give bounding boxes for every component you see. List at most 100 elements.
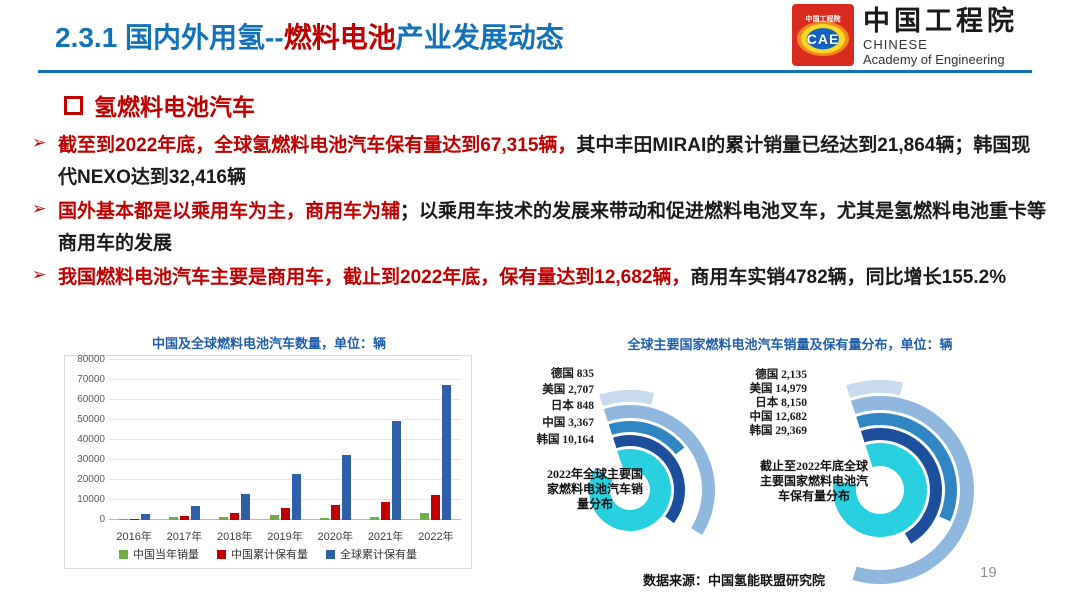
donut-chart-title: 全球主要国家燃料电池汽车销量及保有量分布，单位：辆 bbox=[627, 337, 953, 352]
donut-ring-arc-中国 bbox=[613, 434, 685, 524]
donut-caption-line: 量分布 bbox=[577, 496, 613, 511]
donut-country-label: 中国 12,682 bbox=[750, 409, 808, 423]
bullet-item: ➢ 我国燃料电池汽车主要是商用车，截止到2022年底，保有量达到12,682辆，… bbox=[32, 262, 1048, 294]
legend-swatch-icon bbox=[119, 549, 128, 559]
page-title: 2.3.1 国内外用氢--燃料电池产业发展动态 bbox=[55, 16, 564, 56]
y-axis-tick-label: 20000 bbox=[77, 474, 105, 485]
gridline bbox=[109, 439, 461, 440]
bullet-text-black: 其中丰田MIRAI的累计销量已经达到21,864辆；韩国现代NEXO达到32,4… bbox=[58, 135, 1031, 188]
bar-chart-title: 中国及全球燃料电池汽车数量，单位：辆 bbox=[151, 336, 386, 351]
donut-ring-arc-德国 bbox=[846, 379, 903, 398]
bullet-list: ➢ 截至到2022年底，全球氢燃料电池汽车保有量达到67,315辆，其中丰田MI… bbox=[32, 130, 1048, 296]
y-axis-tick-label: 80000 bbox=[77, 354, 105, 365]
donut-chart-sales: 德国 835 美国 2,707 日本 848 中国 3,367 韩国 10,164 202… bbox=[537, 366, 715, 536]
legend-label: 中国累计保有量 bbox=[231, 549, 308, 561]
gridline bbox=[109, 459, 461, 460]
data-source-note: 数据来源：中国氢能联盟研究院 bbox=[643, 573, 826, 588]
donut-caption-line: 车保有量分布 bbox=[778, 488, 850, 503]
donut-ring-arc-美国 bbox=[603, 405, 715, 536]
bar-全球累计保有量 bbox=[392, 421, 402, 520]
y-axis-tick-label: 60000 bbox=[77, 394, 105, 405]
y-axis-tick-label: 40000 bbox=[77, 434, 105, 445]
gridline bbox=[109, 359, 461, 360]
bar-chart-legend: 中国当年销量 中国累计保有量 全球累计保有量 bbox=[65, 546, 471, 562]
bar-中国累计保有量 bbox=[129, 518, 139, 520]
y-axis-tick-label: 10000 bbox=[77, 494, 105, 505]
bar-中国累计保有量 bbox=[330, 505, 340, 520]
y-axis-tick-label: 0 bbox=[99, 514, 105, 525]
page-title-part3: 产业发展动态 bbox=[395, 22, 564, 53]
bar-中国累计保有量 bbox=[280, 507, 290, 520]
donut-caption-line: 家燃料电池汽车销 bbox=[547, 481, 643, 496]
bullet-text: 国外基本都是以乘用车为主，商用车为辅；以乘用车技术的发展来带动和促进燃料电池叉车… bbox=[58, 196, 1048, 260]
cae-logo-name-en2: Academy of Engineering bbox=[863, 52, 1005, 67]
donut-ring-arc-日本 bbox=[856, 413, 957, 522]
donut-country-label: 德国 835 bbox=[550, 366, 594, 380]
arrow-bullet-icon: ➢ bbox=[32, 199, 47, 218]
legend-item: 中国累计保有量 bbox=[217, 546, 308, 562]
donut-ring-arc-德国 bbox=[599, 389, 655, 407]
cae-logo-badge-top: 中国工程院 bbox=[805, 16, 841, 23]
bar-chart-plot-area bbox=[109, 359, 461, 520]
bar-中国当年销量 bbox=[370, 516, 380, 520]
gridline bbox=[109, 379, 461, 380]
bar-全球累计保有量 bbox=[291, 474, 301, 520]
donut-ring-arc-中国 bbox=[860, 427, 943, 544]
title-underline bbox=[38, 70, 1032, 73]
page-title-part1: 2.3.1 国内外用氢-- bbox=[55, 22, 284, 53]
bullet-text-black: 商用车实销4782辆，同比增长155.2% bbox=[690, 267, 1007, 288]
x-axis-tick-label: 2021年 bbox=[367, 531, 404, 543]
bar-全球累计保有量 bbox=[442, 385, 452, 520]
x-axis-tick-label: 2022年 bbox=[418, 531, 454, 543]
donut-country-label: 美国 14,979 bbox=[750, 381, 808, 395]
bullet-text-red: 截至到2022年底，全球氢燃料电池汽车保有量达到67,315辆， bbox=[58, 135, 577, 156]
legend-item: 全球累计保有量 bbox=[326, 546, 417, 562]
x-axis-tick-label: 2017年 bbox=[166, 531, 203, 543]
bullet-text-black: ；以乘用车技术的发展来带动和促进燃料电池叉车，尤其是氢燃料电池重卡等商用车的发展 bbox=[58, 201, 1047, 254]
gridline bbox=[109, 399, 461, 400]
cae-logo-name-cn: 中国工程院 bbox=[863, 6, 1018, 36]
square-bullet-icon bbox=[64, 95, 83, 115]
donut-country-label: 德国 2,135 bbox=[754, 367, 807, 381]
gridline bbox=[109, 419, 461, 420]
donut-country-label: 韩国 10,164 bbox=[537, 432, 595, 446]
bar-中国累计保有量 bbox=[431, 494, 441, 520]
legend-item: 中国当年销量 bbox=[119, 546, 199, 562]
bar-中国当年销量 bbox=[118, 518, 128, 520]
bar-全球累计保有量 bbox=[140, 514, 150, 520]
donut-caption-line: 主要国家燃料电池汽 bbox=[760, 473, 868, 488]
x-axis-tick-label: 2016年 bbox=[116, 531, 152, 543]
donut-caption-line: 2022年全球主要国 bbox=[547, 466, 643, 481]
bullet-text-red: 国外基本都是以乘用车为主，商用车为辅 bbox=[58, 201, 401, 222]
bar-chart: 中国当年销量 中国累计保有量 全球累计保有量 0 10000 20000 30000 400… bbox=[64, 354, 472, 569]
x-axis-tick-label: 2019年 bbox=[267, 531, 303, 543]
legend-swatch-icon bbox=[326, 549, 335, 559]
bar-中国当年销量 bbox=[219, 516, 229, 520]
donut-ring-arc-日本 bbox=[608, 421, 685, 455]
donut-country-label: 日本 8,150 bbox=[755, 395, 807, 409]
bar-中国当年销量 bbox=[319, 517, 329, 520]
bar-中国累计保有量 bbox=[179, 516, 189, 520]
legend-label: 全球累计保有量 bbox=[340, 549, 417, 561]
section-heading-label: 氢燃料电池汽车 bbox=[94, 94, 255, 120]
donut-ring-arc-韩国 bbox=[833, 442, 928, 537]
bar-全球累计保有量 bbox=[190, 505, 200, 520]
x-axis-tick-label: 2018年 bbox=[216, 531, 253, 543]
x-axis-tick-label: 2020年 bbox=[317, 531, 354, 543]
cae-logo: 中国工程院 CAE 中国工程院 CHINESE Academy of Engin… bbox=[792, 4, 1018, 67]
bar-全球累计保有量 bbox=[241, 494, 251, 520]
donut-country-label: 美国 2,707 bbox=[542, 382, 594, 396]
bar-中国累计保有量 bbox=[230, 513, 240, 520]
donut-ring-arc-韩国 bbox=[588, 449, 671, 532]
bar-全球累计保有量 bbox=[341, 454, 351, 520]
donut-country-label: 韩国 29,369 bbox=[750, 423, 808, 437]
cae-logo-badge: CAE bbox=[806, 31, 840, 47]
legend-label: 中国当年销量 bbox=[133, 549, 199, 561]
page-title-part2: 燃料电池 bbox=[283, 22, 396, 53]
bar-中国累计保有量 bbox=[381, 502, 391, 520]
arrow-bullet-icon: ➢ bbox=[32, 265, 47, 284]
y-axis-tick-label: 70000 bbox=[77, 374, 105, 385]
bullet-item: ➢ 截至到2022年底，全球氢燃料电池汽车保有量达到67,315辆，其中丰田MI… bbox=[32, 130, 1048, 194]
